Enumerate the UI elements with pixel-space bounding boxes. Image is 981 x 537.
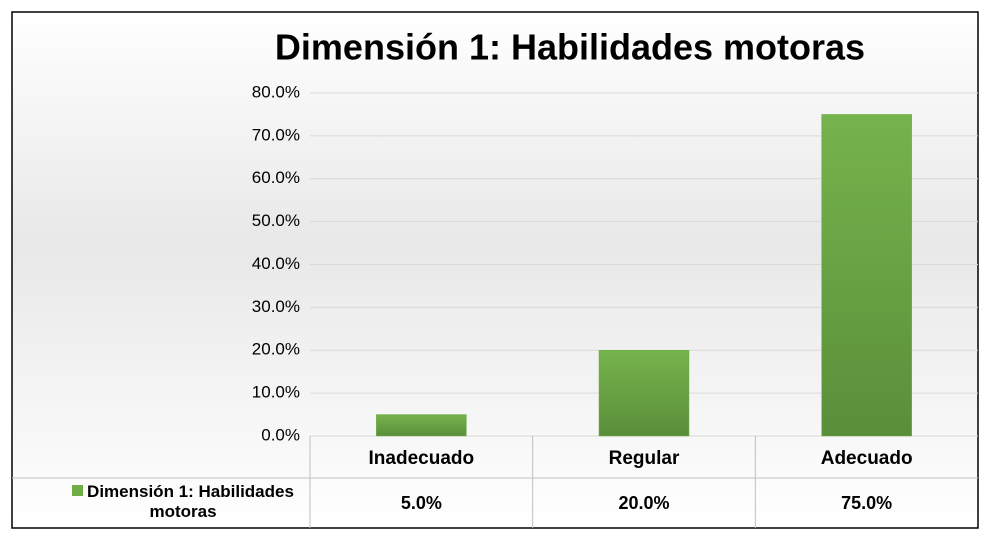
y-tick-label: 60.0% <box>252 168 300 187</box>
table-value: 75.0% <box>841 493 892 513</box>
x-tick-label: Inadecuado <box>369 448 475 469</box>
chart-frame <box>11 11 979 529</box>
bar <box>821 114 912 437</box>
x-tick-label: Adecuado <box>821 448 913 469</box>
table-value: 5.0% <box>401 493 442 513</box>
y-tick-label: 10.0% <box>252 383 300 402</box>
y-tick-label: 20.0% <box>252 340 300 359</box>
legend-entry: Dimensión 1: Habilidades motoras <box>58 482 308 522</box>
table-value: 20.0% <box>618 493 669 513</box>
x-tick-label: Regular <box>609 448 680 469</box>
y-tick-label: 70.0% <box>252 125 300 144</box>
legend-label: Dimensión 1: Habilidades motoras <box>87 482 294 521</box>
bar <box>598 350 690 437</box>
chart-title: Dimensión 1: Habilidades motoras <box>275 27 865 68</box>
y-tick-label: 50.0% <box>252 211 300 230</box>
legend-swatch <box>72 485 84 496</box>
y-tick-label: 30.0% <box>252 297 300 316</box>
y-tick-label: 80.0% <box>252 82 300 101</box>
y-tick-label: 40.0% <box>252 254 300 273</box>
bar <box>376 414 467 437</box>
y-tick-label: 0.0% <box>261 425 300 444</box>
